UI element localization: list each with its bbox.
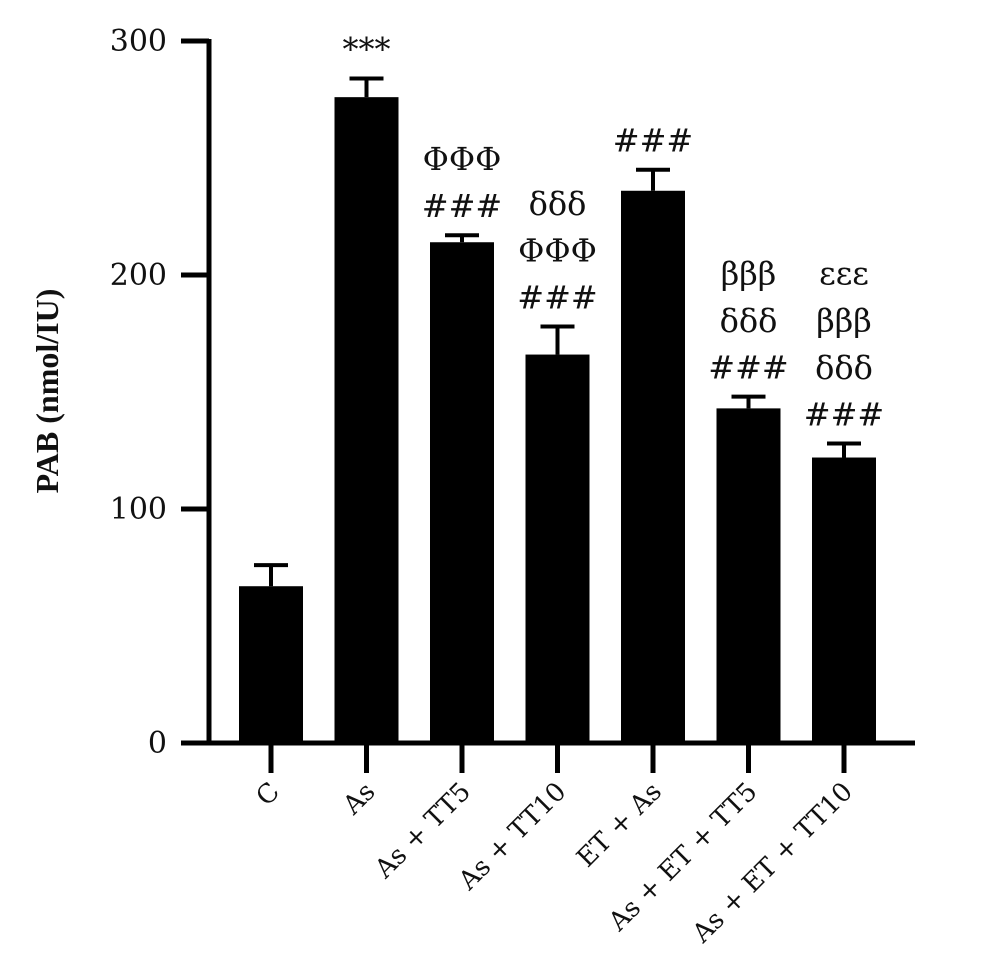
y-tick-label: 200 [110,258,167,293]
significance-label: δδδ [529,184,587,222]
bar [334,97,399,743]
significance-label: βββ [721,255,777,293]
x-tick-label: ET + As [571,777,668,874]
significance-label: ### [804,395,884,433]
y-tick-label: 0 [148,726,167,761]
bars [239,76,876,744]
significance-label: ### [708,349,788,387]
y-tick-label: 300 [110,24,167,59]
significance-label: ΦΦΦ [518,231,597,269]
significance-label: ### [422,187,502,225]
bar [239,586,303,743]
bar [716,408,781,743]
significance-label: ### [613,122,693,160]
bar [525,354,590,743]
y-tick-label: 100 [110,492,167,527]
significance-label: ΦΦΦ [423,140,502,178]
x-tick-label: As + ET + TT10 [686,777,859,950]
y-axis-label: PAB (nmol/IU) [29,289,65,494]
axes: 0 100 200 300 [110,24,915,773]
x-tick-label: As [337,777,382,822]
bar [430,242,494,744]
significance-label: βββ [816,301,872,339]
significance-label: εεε [819,254,869,292]
significance-label: δδδ [720,302,778,340]
bar [812,457,876,743]
significance-label: δδδ [815,348,873,386]
significance-label: ### [517,278,597,316]
bar [621,190,685,743]
x-tick-label: C [251,777,286,812]
significance-label: *** [343,30,391,68]
